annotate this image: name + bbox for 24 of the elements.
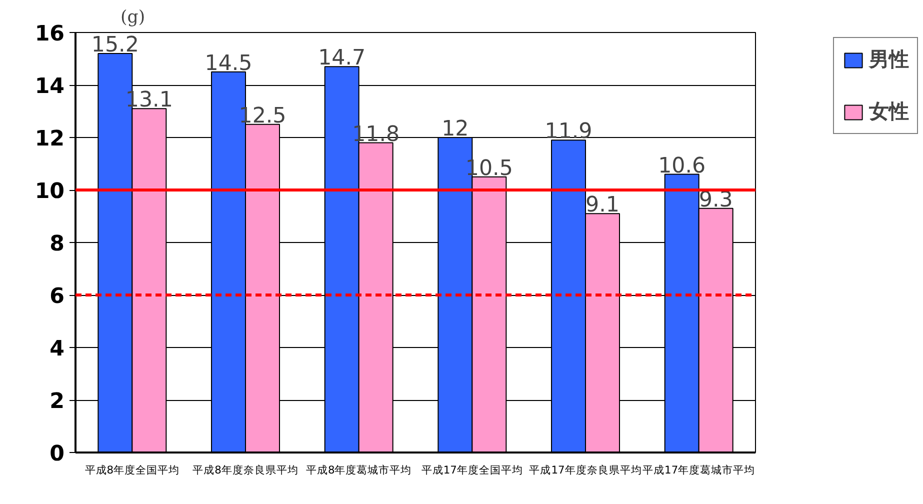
data-label: 10.6 <box>658 153 706 178</box>
data-label: 14.5 <box>204 50 252 76</box>
y-tick-label: 0 <box>50 442 65 466</box>
x-tick-label: 平成17年度全国平均 <box>421 464 523 476</box>
x-tick-label: 平成8年度全国平均 <box>84 464 180 476</box>
data-label: 9.1 <box>586 192 620 218</box>
y-tick-label: 16 <box>34 22 65 46</box>
data-label: 15.2 <box>91 32 139 58</box>
x-tick-label: 平成17年度奈良県平均 <box>529 464 642 476</box>
data-label: 14.7 <box>318 46 366 71</box>
legend-label: 女性 <box>869 98 909 125</box>
x-tick-label: 平成17年度葛城市平均 <box>642 464 756 476</box>
y-tick-label: 6 <box>50 284 65 309</box>
y-axis-title: (g) <box>120 8 146 28</box>
y-tick-label: 2 <box>50 389 65 414</box>
x-tick-label: 平成8年度奈良県平均 <box>192 464 298 476</box>
y-tick-label: 10 <box>34 179 65 204</box>
y-tick-label: 14 <box>34 74 65 99</box>
y-tick-label: 8 <box>50 232 65 256</box>
data-label: 12 <box>442 116 469 142</box>
y-tick-label: 4 <box>50 336 65 362</box>
legend-label: 男性 <box>869 46 909 73</box>
y-tick-label: 12 <box>34 126 65 152</box>
x-tick-label: 平成8年度葛城市平均 <box>306 464 412 476</box>
